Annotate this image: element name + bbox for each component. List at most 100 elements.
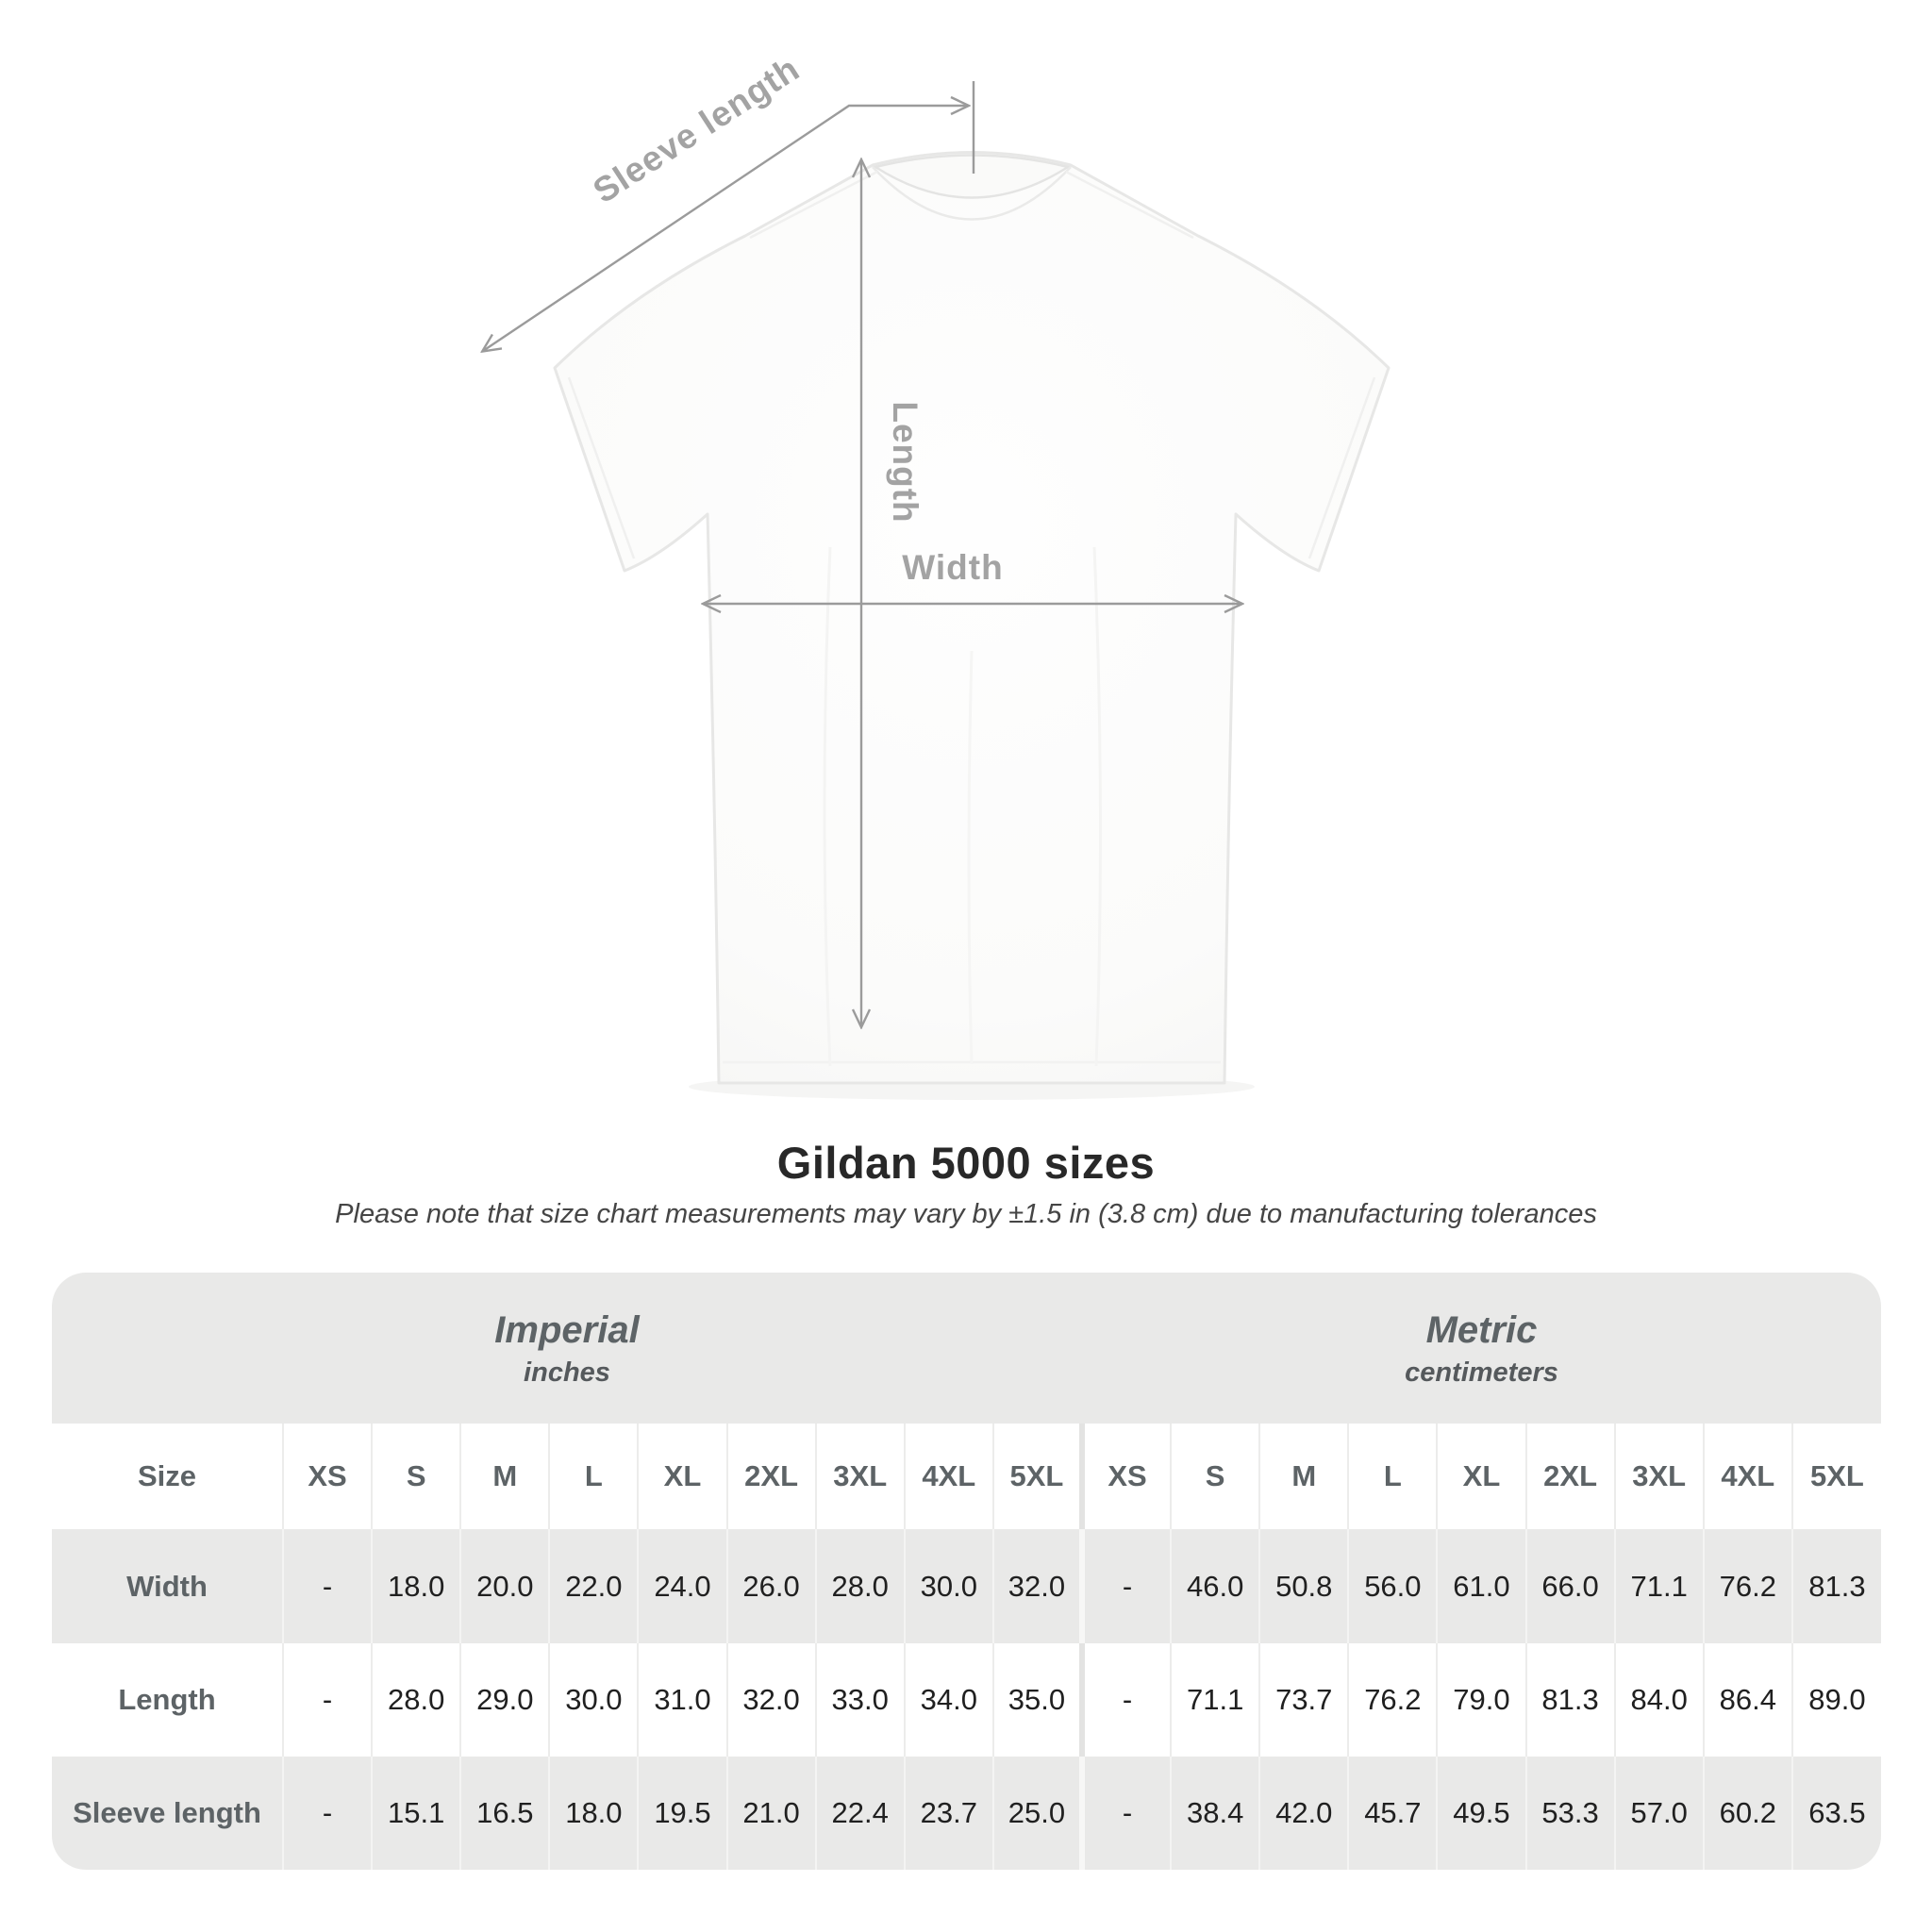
value-cell: 57.0	[1613, 1756, 1704, 1870]
value-cell: 81.3	[1790, 1529, 1881, 1643]
value-cell: 38.4	[1170, 1756, 1260, 1870]
table-row-width: Width - 18.0 20.0 22.0 24.0 26.0 28.0 30…	[52, 1529, 1881, 1643]
value-cell: 35.0	[991, 1642, 1082, 1757]
value-cell: 18.0	[548, 1756, 639, 1870]
value-cell: 16.5	[459, 1756, 550, 1870]
size-header-imperial-2xl: 2XL	[725, 1424, 816, 1530]
value-cell: 24.0	[637, 1529, 727, 1643]
value-cell: 30.0	[903, 1529, 993, 1643]
value-cell: 32.0	[991, 1529, 1082, 1643]
page-title: Gildan 5000 sizes	[776, 1138, 1156, 1188]
imperial-unit: inches	[524, 1357, 610, 1388]
row-label-width: Width	[52, 1529, 283, 1643]
value-cell: 25.0	[991, 1756, 1082, 1870]
value-cell: -	[281, 1529, 373, 1643]
value-cell: 18.0	[371, 1529, 461, 1643]
value-cell: 22.4	[814, 1756, 905, 1870]
value-cell: 53.3	[1524, 1756, 1615, 1870]
size-header-metric-m: M	[1258, 1424, 1349, 1530]
size-header-metric-s: S	[1170, 1424, 1260, 1530]
value-cell: 22.0	[548, 1529, 639, 1643]
value-cell: 19.5	[637, 1756, 727, 1870]
value-cell: 76.2	[1347, 1642, 1438, 1757]
shirt-shoulder-seam-right	[1065, 170, 1194, 240]
shirt-crease	[1092, 546, 1103, 1067]
value-cell: -	[281, 1756, 373, 1870]
size-header-imperial-s: S	[371, 1424, 461, 1530]
value-cell: 79.0	[1436, 1642, 1526, 1757]
value-cell: 50.8	[1258, 1529, 1349, 1643]
imperial-label: Imperial	[494, 1308, 640, 1351]
size-header-imperial-m: M	[459, 1424, 550, 1530]
size-column-header: Size	[52, 1424, 283, 1530]
value-cell: 31.0	[637, 1642, 727, 1757]
shirt-sleeve-hem-left	[567, 376, 636, 559]
size-header-metric-5xl: 5XL	[1790, 1424, 1881, 1530]
size-table-container: Imperial inches Metric centimeters Size …	[52, 1273, 1881, 1870]
value-cell: 71.1	[1613, 1529, 1704, 1643]
value-cell: 42.0	[1258, 1756, 1349, 1870]
value-cell: 81.3	[1524, 1642, 1615, 1757]
value-cell: 15.1	[371, 1756, 461, 1870]
table-row-length: Length - 28.0 29.0 30.0 31.0 32.0 33.0 3…	[52, 1642, 1881, 1757]
value-cell: 29.0	[459, 1642, 550, 1757]
value-cell: -	[1078, 1756, 1172, 1870]
value-cell: 28.0	[814, 1529, 905, 1643]
measurement-lines	[483, 81, 1241, 1026]
value-cell: 63.5	[1790, 1756, 1881, 1870]
value-cell: 60.2	[1702, 1756, 1792, 1870]
size-header-metric-xs: XS	[1078, 1424, 1172, 1530]
shirt-outline	[553, 151, 1391, 1085]
value-cell: 33.0	[814, 1642, 905, 1757]
shirt-crease	[823, 546, 832, 1067]
width-label: Width	[902, 548, 1003, 587]
imperial-header: Imperial inches	[52, 1273, 1082, 1424]
size-header-imperial-4xl: 4XL	[903, 1424, 993, 1530]
shirt-sleeve-hem-right	[1307, 376, 1376, 559]
row-label-sleeve-length: Sleeve length	[52, 1756, 283, 1870]
value-cell: 46.0	[1170, 1529, 1260, 1643]
size-table: Imperial inches Metric centimeters Size …	[52, 1273, 1881, 1870]
value-cell: 26.0	[725, 1529, 816, 1643]
size-header-metric-2xl: 2XL	[1524, 1424, 1615, 1530]
size-header-metric-xl: XL	[1436, 1424, 1526, 1530]
length-label: Length	[886, 401, 924, 523]
value-cell: 30.0	[548, 1642, 639, 1757]
unit-system-header-row: Imperial inches Metric centimeters	[52, 1273, 1881, 1424]
metric-header: Metric centimeters	[1081, 1273, 1881, 1424]
value-cell: -	[1078, 1642, 1172, 1757]
tshirt-measurement-diagram: Sleeve length Length Width	[0, 49, 1391, 1100]
value-cell: 23.7	[903, 1756, 993, 1870]
metric-unit: centimeters	[1405, 1357, 1558, 1388]
value-cell: 20.0	[459, 1529, 550, 1643]
size-header-metric-3xl: 3XL	[1613, 1424, 1704, 1530]
row-label-length: Length	[52, 1642, 283, 1757]
value-cell: 34.0	[903, 1642, 993, 1757]
shirt-crease	[967, 650, 974, 1065]
value-cell: 66.0	[1524, 1529, 1615, 1643]
value-cell: 71.1	[1170, 1642, 1260, 1757]
value-cell: -	[281, 1642, 373, 1757]
size-header-row: Size XS S M L XL 2XL 3XL 4XL 5XL XS S M …	[52, 1424, 1881, 1530]
metric-label: Metric	[1425, 1308, 1538, 1351]
value-cell: 56.0	[1347, 1529, 1438, 1643]
value-cell: 89.0	[1790, 1642, 1881, 1757]
size-header-imperial-xl: XL	[637, 1424, 727, 1530]
value-cell: 86.4	[1702, 1642, 1792, 1757]
value-cell: 61.0	[1436, 1529, 1526, 1643]
size-header-imperial-xs: XS	[281, 1424, 373, 1530]
value-cell: 32.0	[725, 1642, 816, 1757]
size-header-metric-4xl: 4XL	[1702, 1424, 1792, 1530]
value-cell: -	[1078, 1529, 1172, 1643]
value-cell: 21.0	[725, 1756, 816, 1870]
sleeve-length-arrow	[483, 106, 968, 351]
size-header-imperial-3xl: 3XL	[814, 1424, 905, 1530]
value-cell: 28.0	[371, 1642, 461, 1757]
value-cell: 84.0	[1613, 1642, 1704, 1757]
size-header-imperial-l: L	[548, 1424, 639, 1530]
tolerance-note: Please note that size chart measurements…	[335, 1199, 1597, 1229]
value-cell: 73.7	[1258, 1642, 1349, 1757]
value-cell: 76.2	[1702, 1529, 1792, 1643]
table-row-sleeve-length: Sleeve length - 15.1 16.5 18.0 19.5 21.0…	[52, 1756, 1881, 1870]
